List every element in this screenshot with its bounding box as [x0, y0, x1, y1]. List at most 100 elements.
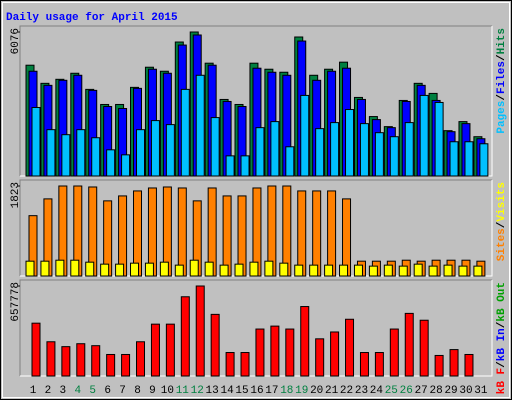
- bar: [61, 134, 71, 177]
- x-tick-label: 12: [191, 385, 204, 397]
- bar: [359, 123, 369, 177]
- legend: kB F/kB In/kB Out: [496, 282, 508, 394]
- bar: [312, 190, 322, 277]
- x-tick-label: 13: [206, 385, 219, 397]
- bar: [100, 263, 110, 277]
- x-tick-label: 28: [430, 385, 443, 397]
- x-tick-label: 16: [250, 385, 263, 397]
- bar: [342, 198, 352, 277]
- x-tick-label: 7: [119, 385, 126, 397]
- x-tick-label: 29: [444, 385, 457, 397]
- bar: [374, 352, 384, 377]
- x-tick-label: 14: [220, 385, 234, 397]
- legend-entry: Pages: [496, 101, 508, 134]
- bar: [55, 259, 65, 277]
- bar: [61, 346, 71, 377]
- legend-separator: /: [496, 54, 508, 61]
- bar: [294, 264, 304, 277]
- bar: [40, 260, 50, 277]
- y-tick-label: 657778: [10, 282, 22, 322]
- x-tick-label: 6: [104, 385, 111, 397]
- x-tick-label: 3: [60, 385, 67, 397]
- bar: [180, 88, 190, 177]
- bar: [150, 323, 160, 377]
- y-tick-label: 6076: [10, 28, 22, 54]
- bar: [25, 260, 35, 277]
- bar: [204, 261, 214, 277]
- bar: [330, 331, 340, 377]
- bar: [85, 261, 95, 277]
- y-tick-label: 1823: [10, 182, 22, 208]
- bar: [136, 341, 146, 377]
- x-tick-label: 20: [310, 385, 323, 397]
- legend: Pages/Files/Hits: [496, 28, 508, 134]
- bar: [76, 129, 86, 177]
- legend-entry: kB Out: [496, 282, 508, 322]
- bar: [219, 264, 229, 277]
- bar: [330, 122, 340, 177]
- x-tick-label: 25: [385, 385, 398, 397]
- bar: [345, 318, 355, 377]
- x-tick-label: 31: [474, 385, 488, 397]
- x-tick-label: 11: [176, 385, 190, 397]
- bar: [300, 306, 310, 377]
- bar: [165, 124, 175, 177]
- bar: [255, 328, 265, 377]
- chart-title: Daily usage for April 2015: [6, 12, 178, 24]
- bar: [121, 154, 131, 177]
- legend-entry: kB F: [496, 368, 508, 394]
- x-tick-label: 18: [280, 385, 293, 397]
- bar: [46, 129, 56, 177]
- bar: [121, 353, 131, 377]
- bar: [398, 265, 408, 277]
- bar: [46, 341, 56, 377]
- bar: [345, 109, 355, 177]
- bar: [195, 285, 205, 377]
- bar: [210, 117, 220, 177]
- x-tick-label: 4: [74, 385, 81, 397]
- x-tick-label: 8: [134, 385, 141, 397]
- bar: [115, 263, 125, 277]
- bar: [91, 137, 101, 177]
- bar: [449, 349, 459, 377]
- x-tick-label: 30: [459, 385, 472, 397]
- bar: [419, 94, 429, 177]
- legend-entry: Hits: [496, 28, 508, 54]
- bar: [31, 107, 41, 177]
- bar: [180, 296, 190, 377]
- bar: [368, 265, 378, 277]
- bar: [479, 143, 489, 177]
- bar: [389, 136, 399, 177]
- bar: [106, 149, 116, 177]
- bar: [285, 146, 295, 177]
- bar: [389, 328, 399, 377]
- bar: [195, 74, 205, 177]
- x-tick-label: 17: [265, 385, 278, 397]
- legend-entry: kB In: [496, 328, 508, 361]
- bar: [383, 264, 393, 277]
- x-tick-label: 24: [370, 385, 384, 397]
- bar: [315, 338, 325, 377]
- panel-light: [20, 280, 493, 377]
- bar: [240, 155, 250, 177]
- bar: [264, 260, 274, 277]
- bar: [339, 264, 349, 277]
- bar: [300, 94, 310, 177]
- x-tick-label: 2: [45, 385, 52, 397]
- x-tick-label: 19: [295, 385, 308, 397]
- bar: [240, 352, 250, 377]
- bar: [177, 187, 187, 277]
- bar: [449, 141, 459, 177]
- bar: [106, 353, 116, 377]
- bar: [144, 262, 154, 277]
- x-tick-label: 5: [89, 385, 96, 397]
- bar: [434, 354, 444, 377]
- bar: [210, 313, 220, 377]
- bar: [165, 323, 175, 377]
- bar: [458, 265, 468, 277]
- bar: [404, 122, 414, 177]
- bar: [222, 195, 232, 277]
- bar: [159, 261, 169, 277]
- bar: [189, 259, 199, 277]
